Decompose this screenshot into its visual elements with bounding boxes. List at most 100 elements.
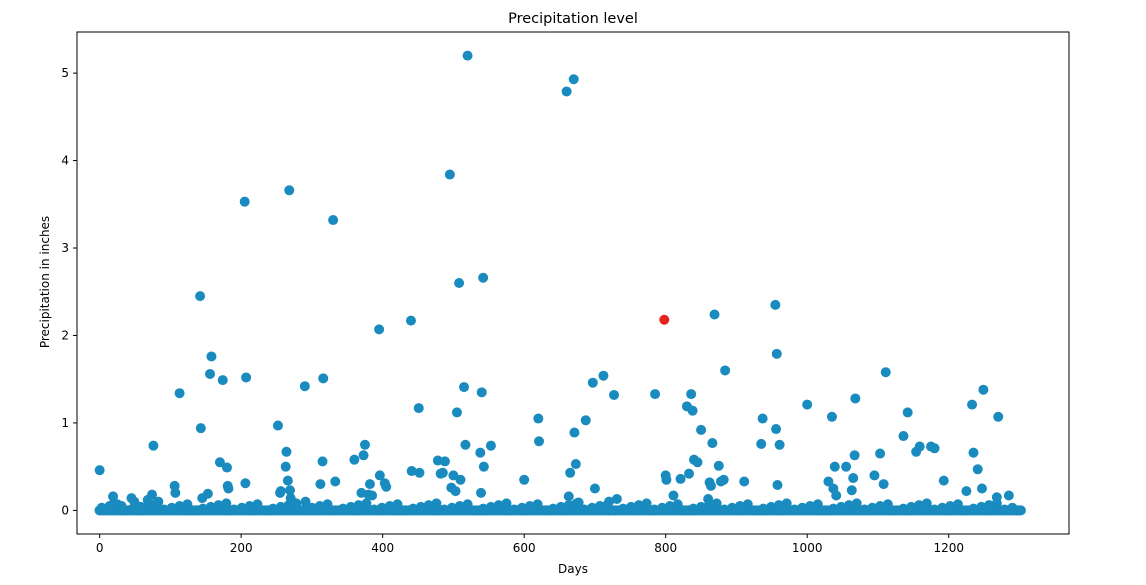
data-point xyxy=(661,474,672,485)
data-point xyxy=(299,381,310,392)
data-point xyxy=(831,490,842,501)
data-point xyxy=(773,505,784,516)
data-point xyxy=(960,505,971,516)
data-point xyxy=(816,505,827,516)
data-point xyxy=(148,440,159,451)
data-point xyxy=(205,368,216,379)
data-point xyxy=(284,485,295,496)
data-point xyxy=(836,501,847,512)
data-point xyxy=(195,291,206,302)
x-axis-label: Days xyxy=(558,562,588,576)
x-tick-label: 1000 xyxy=(792,541,823,555)
data-point xyxy=(961,486,972,497)
data-point xyxy=(116,501,127,512)
y-tick-label: 0 xyxy=(61,503,69,517)
data-point xyxy=(197,503,208,514)
x-tick-label: 800 xyxy=(654,541,677,555)
data-point xyxy=(604,496,615,507)
data-point xyxy=(731,505,742,516)
data-point xyxy=(902,407,913,418)
data-point xyxy=(646,505,657,516)
data-point xyxy=(823,476,834,487)
data-point xyxy=(400,505,411,516)
plot-area: 0 200 400 600 800 1000 1200 0 1 2 3 4 5 xyxy=(61,31,1070,555)
data-point xyxy=(414,467,425,478)
data-point xyxy=(447,502,458,513)
data-point xyxy=(829,461,840,472)
data-point xyxy=(843,500,854,511)
x-tick-label: 600 xyxy=(513,541,536,555)
y-tick-label: 4 xyxy=(61,154,69,168)
data-point xyxy=(275,486,286,497)
data-point xyxy=(454,501,465,512)
data-point xyxy=(718,474,729,485)
data-point xyxy=(967,399,978,410)
data-point xyxy=(952,499,963,510)
data-point xyxy=(869,470,880,481)
data-point xyxy=(485,501,496,512)
data-point xyxy=(664,501,675,512)
data-point xyxy=(129,496,140,507)
data-point xyxy=(851,498,862,509)
data-point xyxy=(561,505,572,516)
data-point xyxy=(240,478,251,489)
data-point xyxy=(719,504,730,515)
data-point xyxy=(280,461,291,472)
data-point xyxy=(569,427,580,438)
data-point xyxy=(709,309,720,320)
data-point xyxy=(314,501,325,512)
data-point xyxy=(190,505,201,516)
data-point xyxy=(882,499,893,510)
data-point xyxy=(849,450,860,461)
data-point xyxy=(406,466,417,477)
data-point xyxy=(374,324,385,335)
data-point xyxy=(478,461,489,472)
data-point xyxy=(841,461,852,472)
data-point xyxy=(272,420,283,431)
data-point xyxy=(711,498,722,509)
data-point xyxy=(880,367,891,378)
data-point xyxy=(1014,505,1025,516)
data-point xyxy=(137,505,148,516)
data-point xyxy=(797,502,808,513)
data-point xyxy=(284,185,295,196)
data-point xyxy=(306,505,317,516)
data-point xyxy=(374,470,385,481)
y-axis: 0 1 2 3 4 5 xyxy=(61,66,77,517)
data-point xyxy=(179,505,190,516)
data-points xyxy=(94,50,1026,516)
data-point xyxy=(415,501,426,512)
data-point xyxy=(589,483,600,494)
data-point xyxy=(358,450,369,461)
data-point xyxy=(439,456,450,467)
data-point xyxy=(976,483,987,494)
data-point xyxy=(205,501,216,512)
data-point xyxy=(986,505,997,516)
data-point xyxy=(758,503,769,514)
data-point xyxy=(579,504,590,515)
data-point xyxy=(929,443,940,454)
data-point xyxy=(976,501,987,512)
data-point xyxy=(315,479,326,490)
data-point xyxy=(405,315,416,326)
data-point xyxy=(281,446,292,457)
data-point xyxy=(587,502,598,513)
data-point xyxy=(413,403,424,414)
data-point xyxy=(850,393,861,404)
data-point xyxy=(561,86,572,97)
data-point xyxy=(921,498,932,509)
data-point xyxy=(147,489,158,500)
data-point xyxy=(929,504,940,515)
x-tick-label: 400 xyxy=(371,541,394,555)
data-point xyxy=(361,498,372,509)
highlighted-data-point xyxy=(659,314,670,325)
data-point xyxy=(968,503,979,514)
data-point xyxy=(434,505,445,516)
data-point xyxy=(241,372,252,383)
data-point xyxy=(686,389,697,400)
data-point xyxy=(938,475,949,486)
data-point xyxy=(540,505,551,516)
data-point xyxy=(771,348,782,359)
data-point xyxy=(214,457,225,468)
